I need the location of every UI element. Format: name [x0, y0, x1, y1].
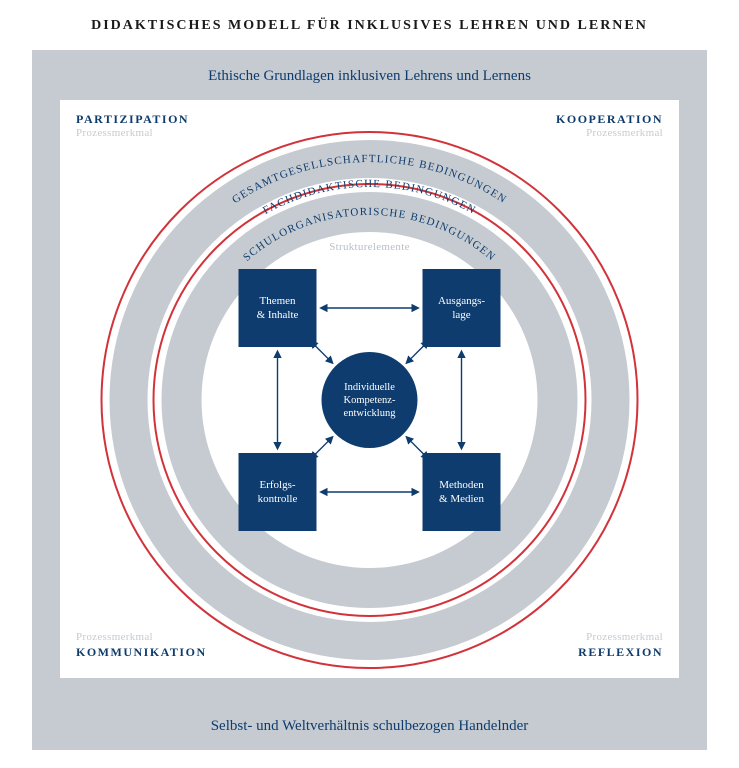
frame-top-label: Ethische Grundlagen inklusiven Lehrens u…: [32, 68, 707, 85]
corner-sub: Prozessmerkmal: [76, 631, 236, 643]
corner-main: KOMMUNIKATION: [76, 645, 236, 660]
page-title: DIDAKTISCHES MODELL FÜR INKLUSIVES LEHRE…: [0, 0, 739, 34]
corner-tr: KOOPERATION Prozessmerkmal: [503, 112, 663, 139]
corner-sub: Prozessmerkmal: [503, 631, 663, 643]
corner-sub: Prozessmerkmal: [503, 127, 663, 139]
corner-bl: Prozessmerkmal KOMMUNIKATION: [76, 631, 236, 660]
frame-bottom-label: Selbst- und Weltverhältnis schulbezogen …: [32, 718, 707, 735]
corner-main: PARTIZIPATION: [76, 112, 236, 127]
corner-main: REFLEXION: [503, 645, 663, 660]
corner-tl: PARTIZIPATION Prozessmerkmal: [76, 112, 236, 139]
corner-sub: Prozessmerkmal: [76, 127, 236, 139]
inner-panel: [60, 100, 679, 678]
corner-main: KOOPERATION: [503, 112, 663, 127]
corner-br: Prozessmerkmal REFLEXION: [503, 631, 663, 660]
